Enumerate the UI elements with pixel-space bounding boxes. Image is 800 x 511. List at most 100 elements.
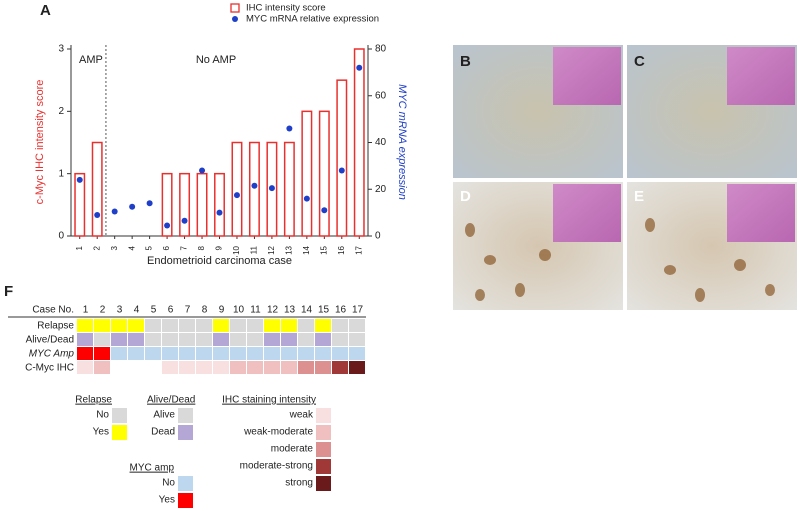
bar (179, 172, 191, 237)
point (268, 185, 275, 192)
heatmap-cell (128, 333, 144, 346)
x-tick-label: 9 (215, 245, 224, 250)
case-number: 4 (134, 305, 140, 316)
y2-tick-label: 0 (375, 231, 381, 242)
x-tick-label: 13 (284, 245, 293, 254)
bar (196, 172, 208, 237)
heatmap-cell (213, 361, 229, 374)
heatmap-cell (298, 361, 314, 374)
heatmap-cell (281, 347, 297, 360)
x-tick-label: 5 (145, 245, 154, 250)
heatmap-cell (230, 347, 246, 360)
x-tick-label: 12 (267, 245, 276, 254)
heatmap-cell (349, 361, 365, 374)
case-number: 17 (352, 305, 364, 316)
heatmap-cell (264, 347, 280, 360)
y2-tick-label: 80 (375, 44, 387, 55)
bar (301, 110, 313, 237)
legend-title: MYC amp (130, 463, 175, 474)
point (216, 209, 223, 216)
x-axis-label: Endometrioid carcinoma case (147, 255, 292, 267)
bar (336, 79, 348, 237)
heatmap-cell (77, 347, 93, 360)
heatmap-cell (247, 347, 263, 360)
heatmap-cell (230, 333, 246, 346)
legend-item: weak (289, 410, 314, 421)
y2-axis-label: MYC mRNA expression (396, 84, 408, 200)
heatmap-cell (264, 319, 280, 332)
bar (353, 48, 365, 237)
heatmap-cell (145, 347, 161, 360)
row-label: MYC Amp (29, 349, 75, 360)
point (146, 200, 153, 207)
y-tick-label: 3 (58, 44, 64, 55)
legend-item: No (96, 410, 109, 421)
point (286, 125, 293, 132)
panel-label: F (4, 283, 13, 300)
x-tick-label: 6 (162, 245, 171, 250)
heatmap-cell (196, 319, 212, 332)
case-number: 16 (335, 305, 347, 316)
inset (553, 184, 621, 242)
legend-item: strong (285, 478, 313, 489)
point (164, 222, 171, 229)
heatmap-cell (77, 333, 93, 346)
case-number: 7 (185, 305, 191, 316)
x-tick-label: 11 (250, 245, 259, 254)
heatmap-cell (196, 347, 212, 360)
heatmap-cell (315, 347, 331, 360)
heatmap-cell (349, 333, 365, 346)
heatmap-cell (145, 333, 161, 346)
heatmap-cell (298, 333, 314, 346)
legend-box (178, 476, 193, 491)
x-tick-label: 14 (302, 245, 311, 254)
x-tick-label: 16 (337, 245, 346, 254)
heatmap-cell (349, 319, 365, 332)
point (76, 176, 83, 183)
legend-box (178, 408, 193, 423)
heatmap-cell (111, 361, 127, 374)
legend-title: Alive/Dead (147, 395, 195, 406)
point (129, 203, 136, 210)
heatmap-cell (145, 319, 161, 332)
case-number: 14 (301, 305, 313, 316)
inset (553, 47, 621, 105)
heatmap-cell (213, 319, 229, 332)
heatmap-cell (111, 319, 127, 332)
x-tick-label: 1 (75, 245, 84, 250)
heatmap-cell (332, 361, 348, 374)
legend-item: Dead (151, 427, 175, 438)
panel-label: D (460, 188, 471, 205)
case-number: 15 (318, 305, 330, 316)
legend-box (178, 493, 193, 508)
legend-item: moderate-strong (240, 461, 313, 472)
row-label: Alive/Dead (26, 335, 74, 346)
bar (214, 172, 225, 237)
heatmap-cell (281, 361, 297, 374)
legend-box (316, 425, 331, 440)
heatmap-cell (264, 361, 280, 374)
bar (74, 172, 86, 237)
heatmap-cell (332, 333, 348, 346)
legend-box (316, 476, 331, 491)
heatmap-cell (264, 333, 280, 346)
legend-swatch (230, 3, 240, 13)
y-tick-label: 1 (58, 168, 64, 179)
legend-label: MYC mRNA relative expression (246, 14, 379, 25)
legend-box (316, 408, 331, 423)
heatmap-cell (77, 319, 93, 332)
heatmap-cell (230, 319, 246, 332)
legend-item: Alive (153, 410, 175, 421)
y2-tick-label: 20 (375, 184, 387, 195)
heatmap-cell (315, 361, 331, 374)
case-number: 5 (151, 305, 157, 316)
inset (727, 47, 795, 105)
legend-item: moderate (271, 444, 314, 455)
heatmap-cell (111, 347, 127, 360)
x-tick-label: 3 (110, 245, 119, 250)
heatmap-cell (196, 333, 212, 346)
legend-title: Relapse (75, 395, 112, 406)
y-axis-label: c-Myc IHC intensity score (34, 80, 46, 205)
bar (283, 141, 295, 237)
case-number: 3 (117, 305, 123, 316)
